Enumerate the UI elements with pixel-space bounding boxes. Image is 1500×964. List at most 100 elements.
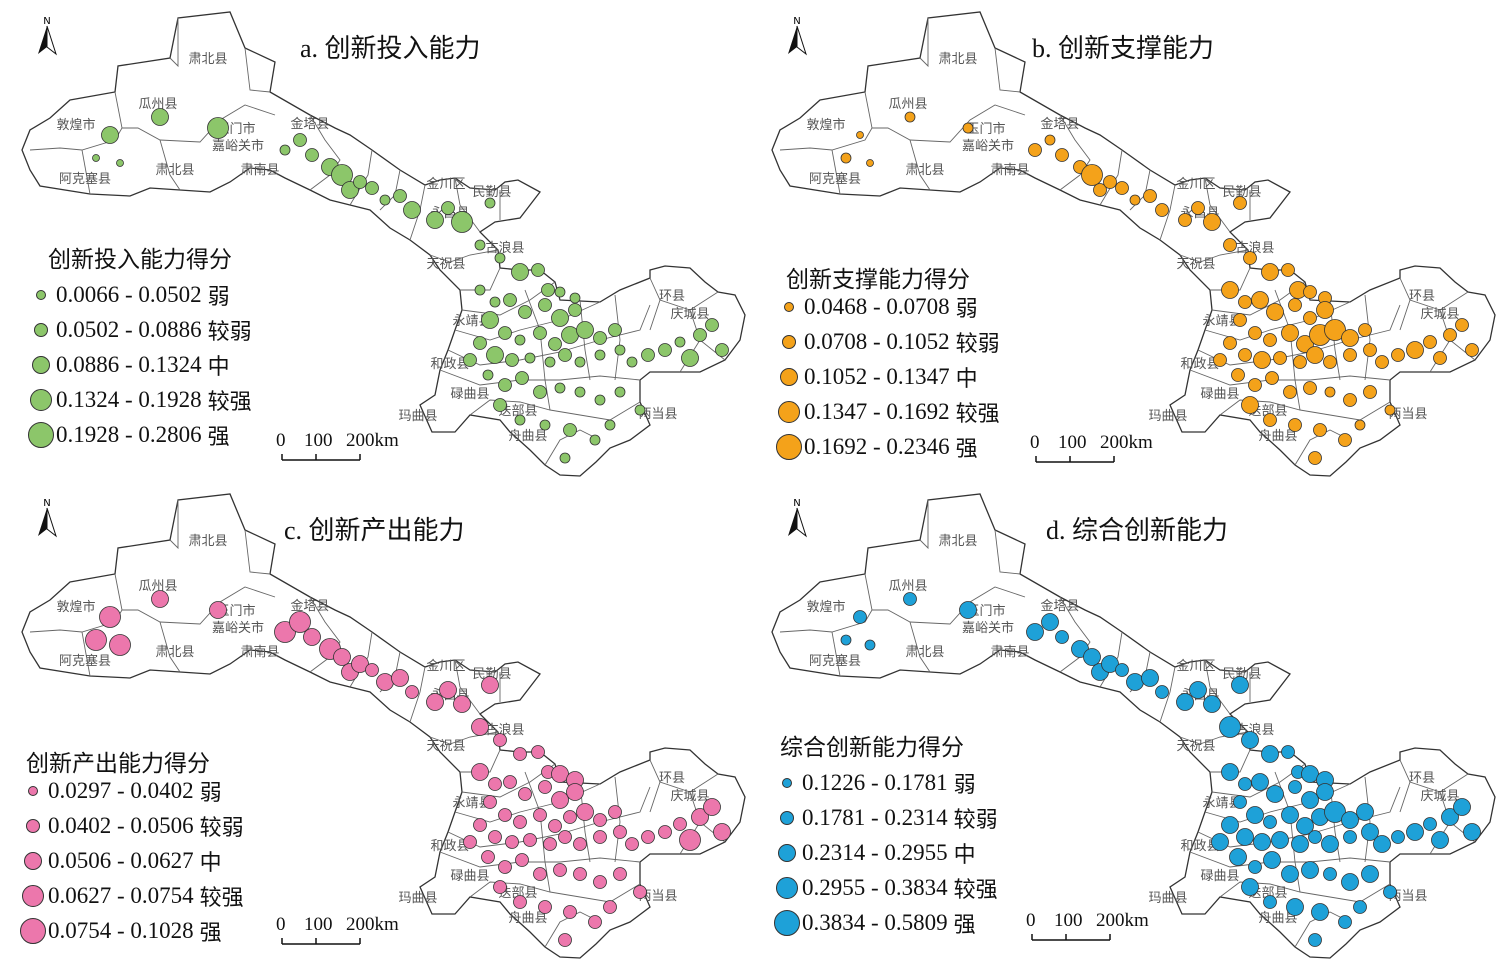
county-symbol [1241,878,1259,896]
county-symbol [544,356,556,368]
legend-range: 0.1324 - 0.1928 [56,387,202,412]
county-symbol [856,131,864,139]
county-symbol [1453,798,1471,816]
legend-class: 较弱 [207,320,252,345]
county-symbol [481,311,499,329]
county-symbol [531,263,545,277]
county-symbol [1231,676,1249,694]
county-symbol [1316,301,1334,319]
place-label: 瓜州县 [138,97,177,112]
county-border [81,149,91,195]
legend-range: 0.1692 - 0.2346 [804,434,950,459]
county-symbol [658,343,672,357]
county-border [159,139,181,191]
legend-item: 0.1692 - 0.2346 强 [774,430,978,464]
county-symbol [1293,355,1307,369]
county-symbol [1178,213,1192,227]
county-symbol [391,669,409,687]
county-symbol [1406,823,1424,841]
place-label: 金川区 [426,176,465,192]
county-symbol [488,830,502,844]
county-border [864,91,1026,143]
county-symbol [1323,355,1337,369]
county-symbol [1465,343,1479,357]
county-symbol [1115,181,1129,195]
county-symbol [539,419,551,431]
county-symbol [593,875,607,889]
place-label: 和政县 [430,357,469,372]
legend-range: 0.1226 - 0.1781 [802,770,948,795]
place-label: 肃北县 [905,645,944,660]
county-symbol [514,334,526,346]
county-symbol [840,634,852,646]
county-symbol [543,837,557,851]
county-symbol [1361,865,1379,883]
county-symbol [426,693,444,711]
county-symbol [1263,815,1277,829]
place-label: 嘉峪关市 [212,138,264,154]
county-symbol [1266,303,1284,321]
panel-d: 肃北县瓜州县敦煌市玉门市嘉峪关市金塔县肃南县阿克塞县肃北县金川区民勤县永昌县古浪… [750,482,1500,964]
county-symbol [1353,900,1367,914]
county-symbol [594,394,606,406]
legend-title: 创新支撑能力得分 [786,267,970,293]
county-symbol [681,349,699,367]
scale-bar-graphic: 0 100 200km [276,914,399,945]
county-symbol [1384,404,1396,416]
county-symbol [463,835,477,849]
place-label: 古浪县 [485,241,524,256]
county-border [579,299,591,381]
county-symbol [533,867,547,881]
county-symbol [151,108,169,126]
county-symbol [1375,355,1389,369]
county-border [244,47,271,93]
county-symbol [1261,263,1279,281]
place-label: 古浪县 [485,723,524,738]
county-symbol [405,685,419,699]
place-label: 永靖县 [1202,796,1241,811]
county-border [649,759,719,793]
county-border [169,500,179,550]
county-symbol [1271,831,1289,849]
legend-range: 0.2955 - 0.3834 [802,875,948,900]
legend-class: 弱 [953,773,976,798]
county-symbol [1155,203,1169,217]
county-symbol [426,211,444,229]
county-symbol [1303,311,1317,325]
north-arrow-icon: N [784,14,810,58]
county-symbol [568,303,582,317]
county-symbol [116,159,124,167]
county-symbol [1233,196,1247,210]
county-symbol [1231,368,1245,382]
place-label: 金川区 [1176,658,1215,674]
county-border [1059,596,1091,673]
county-symbol [1443,328,1457,342]
scale-label: 0 [276,914,286,935]
place-label: 阿克塞县 [809,653,861,669]
scale-label: 200km [346,914,399,935]
legend-range: 0.2314 - 0.2955 [802,840,948,865]
county-border [909,621,931,673]
legend-class: 弱 [199,781,222,806]
county-symbol [498,378,512,392]
county-symbol [604,419,616,431]
county-symbol [483,795,497,809]
place-label: 永靖县 [1202,314,1241,329]
place-label: 迭部县 [498,404,537,419]
place-label: 碌曲县 [1200,869,1239,884]
county-symbol [513,747,527,761]
county-symbol [1323,867,1337,881]
scale-bar: 0 100 200km [276,426,416,472]
county-symbol [1266,785,1284,803]
county-symbol [1281,865,1299,883]
place-label: 天祝县 [426,739,465,754]
county-symbol [1273,351,1287,365]
legend-class: 中 [199,851,222,876]
county-symbol [486,346,504,364]
legend-range: 0.3834 - 0.5809 [802,910,948,935]
place-label: 舟曲县 [508,911,547,926]
county-symbol [494,252,506,264]
legend-range: 0.1347 - 0.1692 [804,399,950,424]
county-symbol [593,830,607,844]
county-border [1210,267,1251,291]
